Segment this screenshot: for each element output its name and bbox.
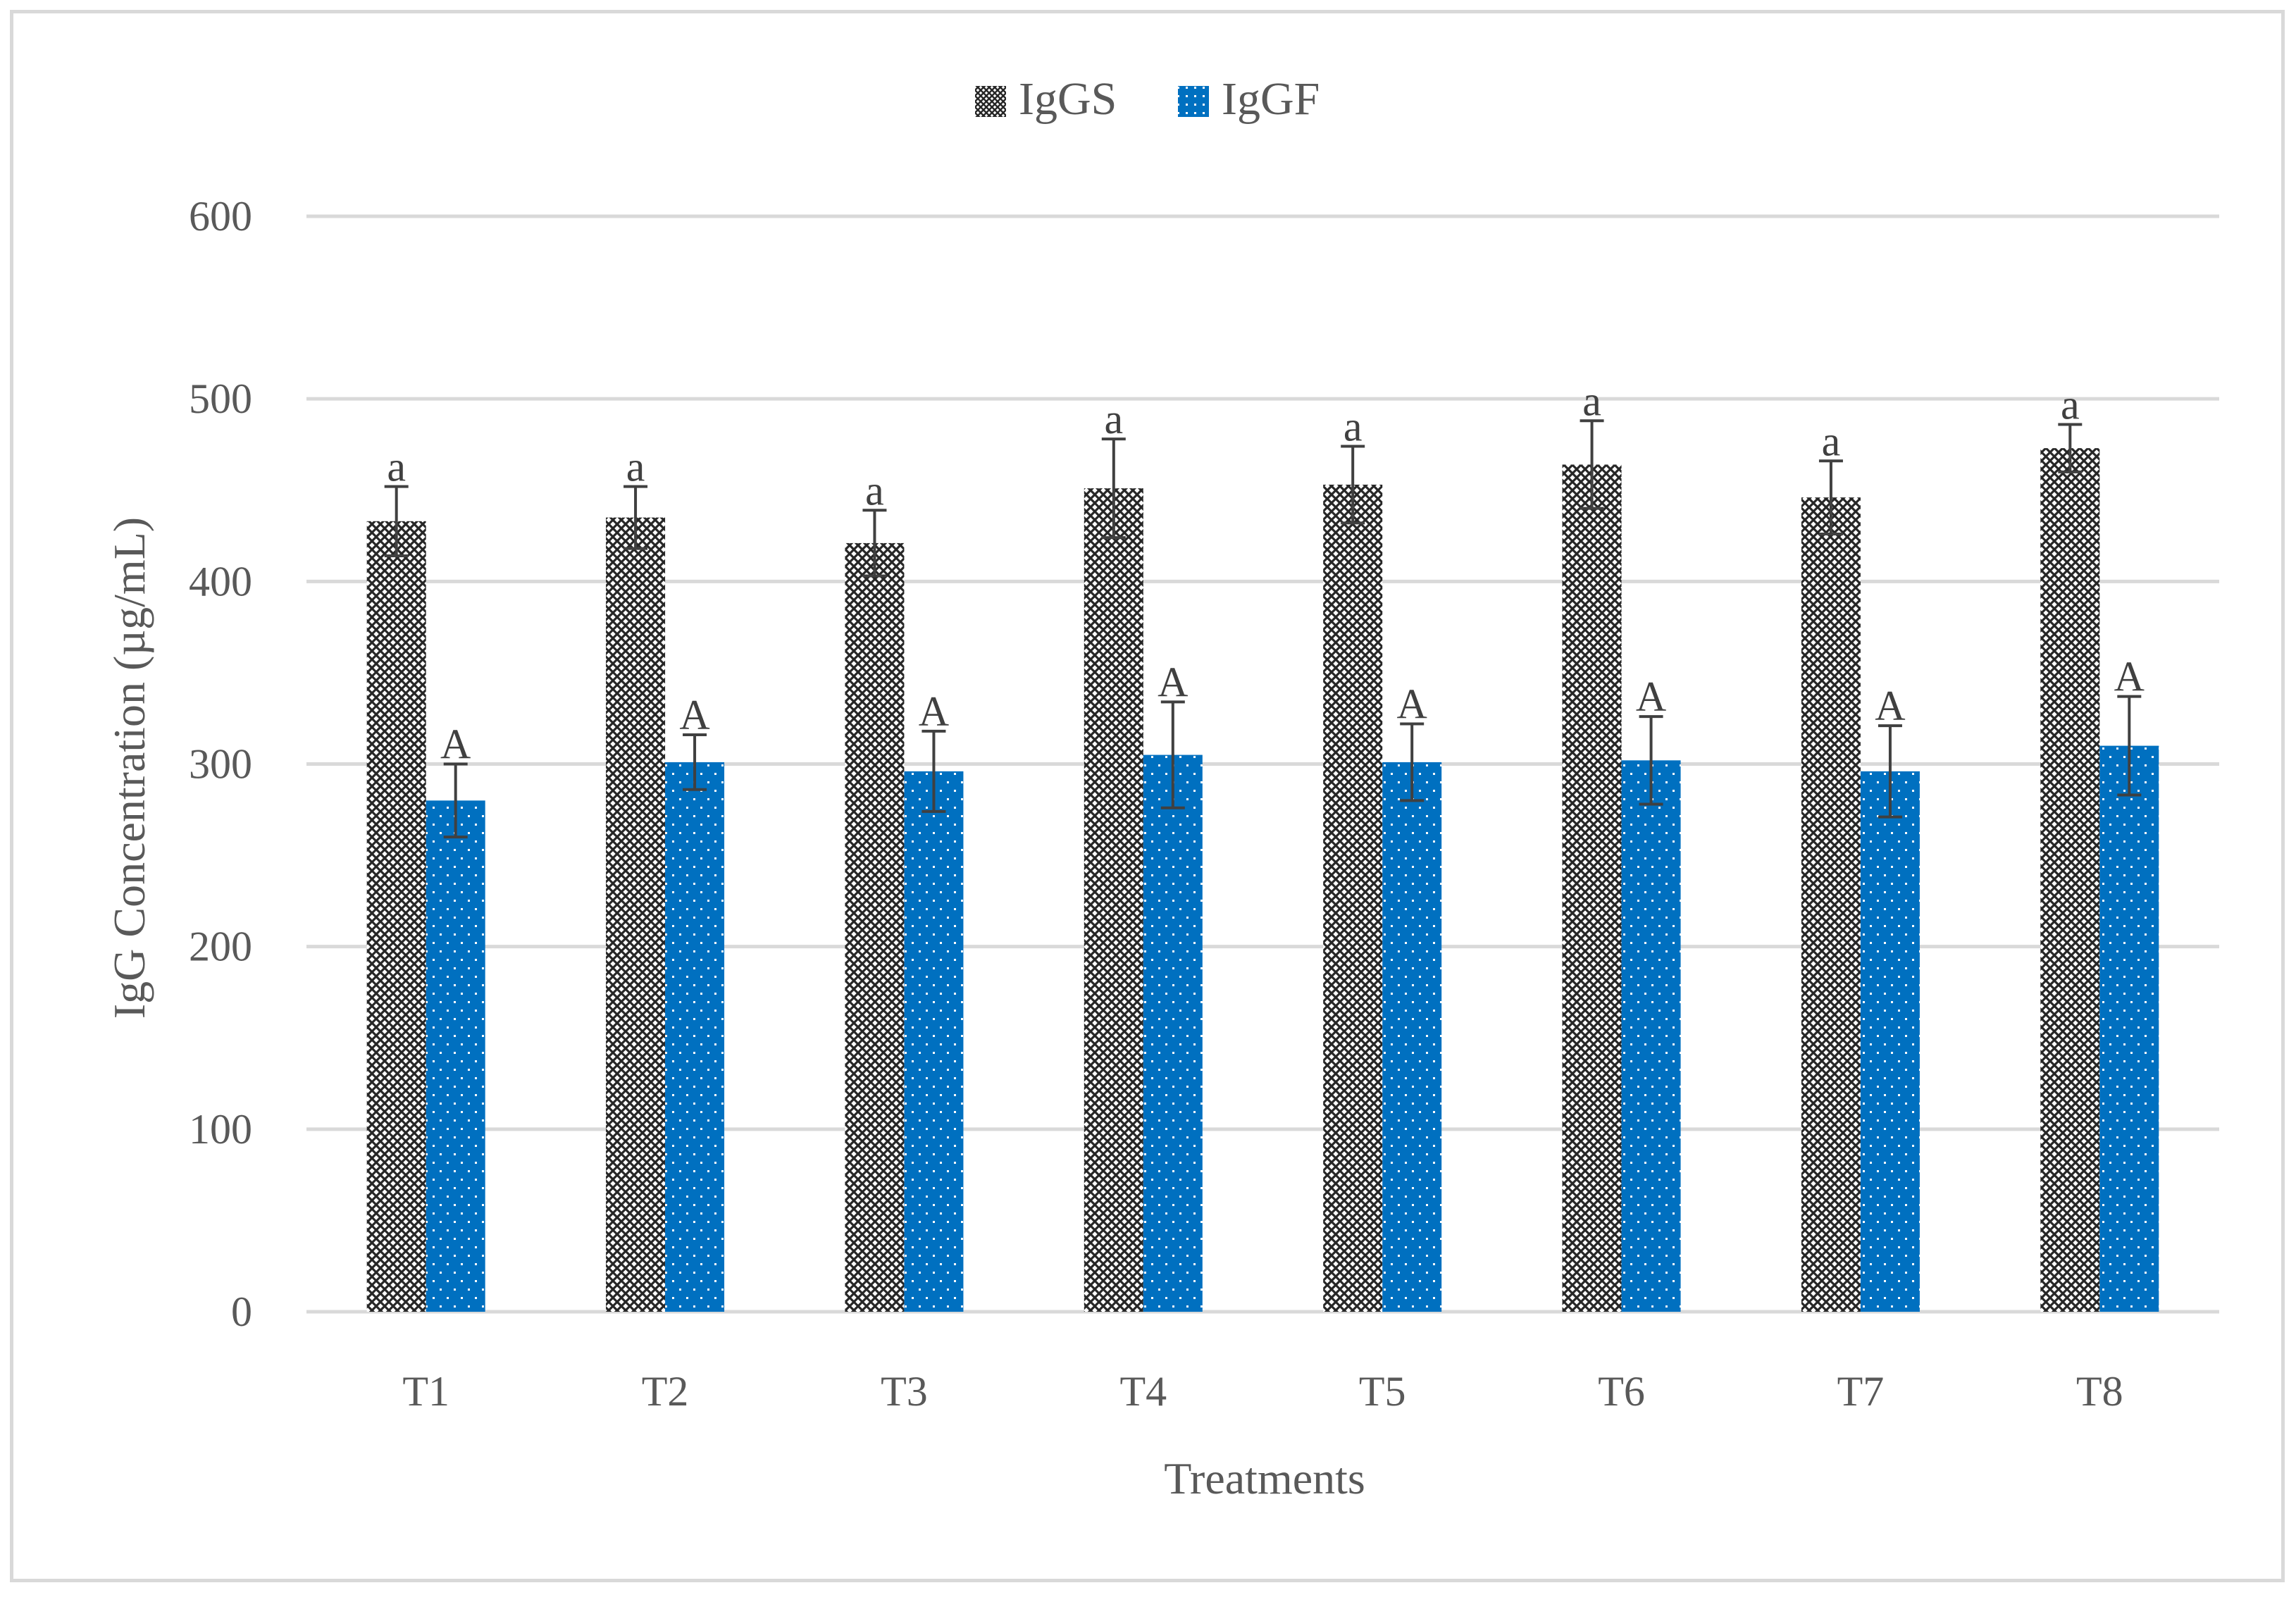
significance-label-iggf-t4: A	[1158, 659, 1188, 705]
significance-label-iggf-t6: A	[1636, 673, 1666, 720]
x-tick-label-t7: T7	[1837, 1368, 1885, 1415]
bar-iggf-t6	[1621, 760, 1681, 1312]
y-tick-label-200: 200	[189, 924, 252, 970]
significance-label-iggf-t5: A	[1397, 681, 1427, 727]
error-bar-iggf-t3	[921, 729, 946, 813]
error-bar-iggf-t4	[1160, 700, 1185, 809]
error-bar-iggs-t6	[1580, 419, 1604, 510]
significance-label-iggs-t5: a	[1344, 404, 1363, 450]
significance-label-iggs-t2: a	[626, 444, 645, 490]
significance-label-iggs-t4: a	[1104, 396, 1123, 442]
x-tick-label-t5: T5	[1359, 1368, 1406, 1415]
significance-label-iggs-t8: a	[2061, 381, 2080, 428]
bar-iggf-t4	[1143, 755, 1203, 1312]
bar-iggf-t2	[665, 762, 725, 1312]
bar-iggf-t3	[904, 771, 964, 1312]
error-bar-iggs-t3	[862, 509, 887, 578]
significance-labels: a Aa Aa Aa Aa Aa Aa Aa A	[387, 378, 2145, 767]
error-bar-iggs-t4	[1101, 437, 1126, 540]
x-tick-label-t8: T8	[2076, 1368, 2123, 1415]
significance-label-iggf-t2: A	[679, 692, 709, 738]
y-axis-ticks: 0 100 200 300 400 500 600	[189, 193, 252, 1335]
y-tick-label-600: 600	[189, 193, 252, 240]
bar-iggf-t7	[1860, 771, 1920, 1312]
bars	[366, 448, 2159, 1312]
bar-iggs-t3	[845, 542, 905, 1312]
significance-label-iggf-t7: A	[1875, 683, 1905, 729]
bar-iggf-t8	[2099, 745, 2159, 1312]
significance-label-iggf-t1: A	[440, 721, 471, 768]
error-bar-iggf-t2	[683, 733, 707, 791]
error-bar-iggf-t8	[2117, 695, 2142, 797]
y-axis-title: IgG Concentration (µg/mL)	[104, 517, 154, 1019]
y-tick-label-100: 100	[189, 1106, 252, 1153]
x-tick-label-t1: T1	[402, 1368, 449, 1415]
significance-label-iggs-t6: a	[1582, 378, 1601, 424]
error-bar-iggs-t2	[623, 485, 648, 550]
error-bar-iggs-t5	[1341, 445, 1365, 525]
significance-label-iggs-t3: a	[865, 467, 884, 514]
significance-label-iggs-t7: a	[1822, 418, 1841, 464]
error-bar-iggs-t8	[2058, 423, 2083, 473]
error-bar-iggf-t1	[443, 762, 468, 839]
x-tick-label-t3: T3	[881, 1368, 928, 1415]
y-tick-label-0: 0	[231, 1289, 252, 1335]
error-bar-iggf-t7	[1878, 724, 1902, 819]
bar-iggs-t8	[2040, 448, 2100, 1312]
significance-label-iggf-t3: A	[919, 688, 949, 735]
legend-label-igg-f: IgGF	[1222, 73, 1320, 125]
legend-item-igg-f: IgGF	[1178, 73, 1320, 125]
bar-iggs-t4	[1084, 488, 1143, 1312]
error-bars	[384, 419, 2142, 839]
significance-label-iggf-t8: A	[2114, 654, 2145, 700]
bar-iggs-t5	[1323, 484, 1383, 1312]
error-bar-iggf-t6	[1639, 715, 1663, 806]
bar-iggf-t1	[426, 800, 485, 1312]
legend-label-igg-s: IgGS	[1019, 73, 1117, 125]
error-bar-iggf-t5	[1400, 722, 1425, 802]
legend-swatch-igg-s	[975, 86, 1006, 117]
legend: IgGS IgGF	[975, 73, 1320, 125]
bar-iggs-t7	[1801, 497, 1861, 1312]
legend-swatch-igg-f	[1178, 86, 1209, 117]
y-tick-label-300: 300	[189, 741, 252, 788]
y-tick-label-500: 500	[189, 375, 252, 422]
bar-iggs-t1	[366, 521, 426, 1312]
error-bar-iggs-t1	[384, 485, 409, 558]
bar-iggs-t6	[1562, 464, 1622, 1312]
x-tick-label-t2: T2	[642, 1368, 689, 1415]
y-tick-label-400: 400	[189, 558, 252, 604]
bar-iggs-t2	[606, 517, 666, 1312]
legend-item-igg-s: IgGS	[975, 73, 1117, 125]
bar-iggf-t5	[1382, 762, 1442, 1312]
x-axis-title: Treatments	[1164, 1453, 1365, 1503]
significance-label-iggs-t1: a	[387, 444, 406, 490]
x-tick-label-t4: T4	[1119, 1368, 1167, 1415]
gridlines	[306, 214, 2219, 1314]
x-axis-ticks: T1 T2 T3 T4 T5 T6 T7 T8	[402, 1368, 2123, 1415]
x-tick-label-t6: T6	[1598, 1368, 1645, 1415]
error-bar-iggs-t7	[1818, 459, 1843, 535]
